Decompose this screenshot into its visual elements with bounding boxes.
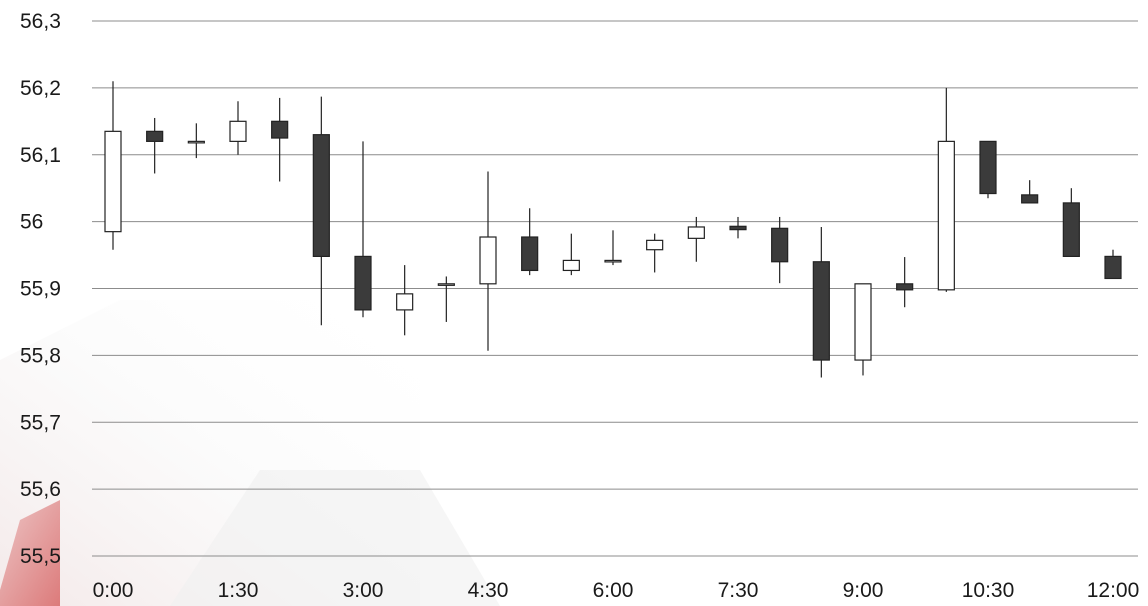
candle — [104, 81, 122, 250]
y-tick-label: 56,1 — [20, 144, 61, 167]
x-axis-tick-labels: 0:00 1:30 3:00 4:30 6:00 7:30 9:00 10:30 12:00 — [93, 579, 1140, 602]
y-tick-label: 55,9 — [20, 278, 61, 301]
candle — [896, 257, 914, 308]
candle-body-down — [771, 227, 789, 263]
candle — [729, 216, 747, 239]
candle — [479, 171, 497, 351]
candle — [229, 101, 247, 155]
gridlines — [92, 20, 1138, 557]
candle-body-up — [437, 283, 455, 286]
candle — [146, 117, 164, 174]
candle-body-down — [1104, 255, 1122, 280]
candles — [104, 81, 1122, 378]
y-tick-label: 56,2 — [20, 77, 61, 100]
candle-body-up — [937, 140, 955, 291]
candle-body-down — [312, 134, 330, 258]
candle — [271, 97, 289, 182]
candle — [437, 276, 455, 322]
candle — [687, 216, 705, 262]
x-tick-label: 9:00 — [843, 579, 884, 602]
candle — [354, 141, 372, 318]
y-tick-label: 55,6 — [20, 478, 61, 501]
candle-body-down — [271, 120, 289, 139]
candle-body-down — [729, 225, 747, 231]
x-tick-label: 0:00 — [93, 579, 134, 602]
candle-body-up — [187, 140, 205, 144]
x-tick-label: 6:00 — [593, 579, 634, 602]
candle-body-down — [1062, 202, 1080, 257]
candle — [604, 230, 622, 266]
candle — [312, 96, 330, 326]
candle-body-up — [646, 239, 664, 251]
candle — [396, 265, 414, 336]
candle — [937, 87, 955, 292]
candle — [1062, 188, 1080, 257]
candle-body-down — [521, 236, 539, 272]
candle — [854, 283, 872, 376]
candle-body-up — [479, 236, 497, 285]
candle — [979, 140, 997, 199]
candle-body-down — [812, 261, 830, 361]
candle-body-up — [687, 226, 705, 239]
candle-body-up — [104, 130, 122, 233]
candle — [646, 233, 664, 273]
x-tick-label: 4:30 — [468, 579, 509, 602]
y-tick-label: 55,8 — [20, 344, 61, 367]
y-tick-label: 56,3 — [20, 10, 61, 33]
candle-body-up — [396, 293, 414, 311]
candle — [812, 226, 830, 378]
candle — [1021, 180, 1039, 204]
y-tick-label: 55,5 — [20, 545, 61, 568]
candle-body-down — [354, 255, 372, 311]
y-tick-label: 56 — [20, 211, 43, 234]
y-axis-tick-labels: 55,5 55,6 55,7 55,8 55,9 56 56,1 56,2 56,3 — [20, 10, 61, 568]
candle-body-down — [979, 140, 997, 195]
candle — [521, 208, 539, 276]
candle — [187, 123, 205, 159]
candle — [562, 233, 580, 276]
x-tick-label: 10:30 — [962, 579, 1015, 602]
candle — [1104, 249, 1122, 280]
candle-body-up — [229, 120, 247, 142]
candle-body-down — [146, 130, 164, 142]
candle-body-up — [854, 283, 872, 361]
candle-body-down — [896, 283, 914, 291]
x-tick-label: 7:30 — [718, 579, 759, 602]
x-tick-label: 3:00 — [343, 579, 384, 602]
x-tick-label: 1:30 — [218, 579, 259, 602]
x-tick-label: 12:00 — [1087, 579, 1140, 602]
candle-body-down — [1021, 194, 1039, 204]
candle — [771, 216, 789, 284]
candle-body-up — [562, 259, 580, 272]
candle-body-up — [604, 259, 622, 263]
y-tick-label: 55,7 — [20, 411, 61, 434]
